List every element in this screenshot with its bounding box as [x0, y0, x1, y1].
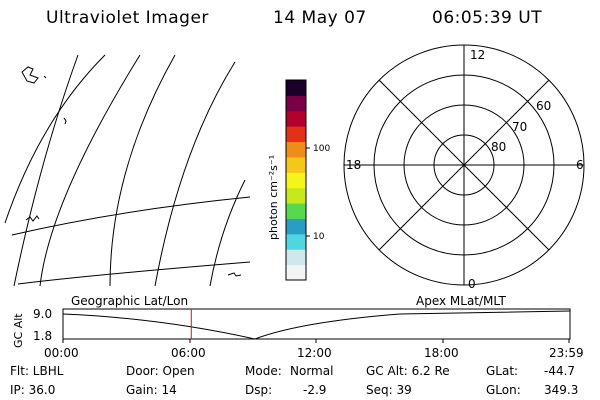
status-glon-label: GLon:: [486, 383, 521, 397]
colorbar-segment: [286, 218, 306, 235]
geographic-map: [4, 54, 251, 287]
colorbar-segment: [286, 110, 306, 127]
status-ip: IP: 36.0: [10, 383, 56, 397]
status-gain: Gain: 14: [126, 383, 177, 397]
date-label: 14 May 07: [273, 8, 367, 28]
timeline-ytick-top: 9.0: [33, 307, 52, 321]
timeline-xtick-1800: 18:00: [424, 346, 459, 360]
colorbar-tick-100: 100: [313, 144, 330, 154]
mlt-label-18: 18: [346, 158, 361, 172]
mlt-label-6: 6: [576, 158, 584, 172]
status-door: Door: Open: [126, 364, 195, 378]
status-mode-value: Normal: [290, 364, 334, 378]
colorbar-segment: [286, 95, 306, 112]
mlt-label-12: 12: [470, 48, 485, 62]
timeline-plot: [62, 308, 571, 343]
mlat-label-60: 60: [536, 99, 551, 113]
colorbar-unit-label: photon cm⁻²s⁻¹: [267, 155, 280, 240]
status-glon-value: 349.3: [544, 383, 579, 397]
status-gc-alt: GC Alt: 6.2 Re: [366, 364, 450, 378]
mlat-label-70: 70: [512, 120, 527, 134]
colorbar-segment: [286, 156, 306, 173]
colorbar-tick-10: 10: [313, 232, 325, 242]
mlat-label-80: 80: [491, 140, 506, 154]
colorbar-segment: [286, 141, 306, 158]
timeline-axis-label: GC Alt: [12, 313, 25, 348]
timeline-xtick-2359: 23:59: [549, 346, 584, 360]
colorbar-segment: [286, 80, 306, 96]
status-glat-label: GLat:: [486, 364, 519, 378]
colorbar-frame: [285, 79, 307, 281]
status-seq: Seq: 39: [366, 383, 412, 397]
mlt-label-0: 0: [468, 277, 476, 291]
colorbar: [285, 79, 307, 281]
timeline-left-title: Geographic Lat/Lon: [71, 294, 188, 308]
time-label: 06:05:39 UT: [432, 8, 543, 28]
colorbar-segment: [286, 126, 306, 143]
colorbar-segment: [286, 249, 306, 266]
status-glat-value: -44.7: [544, 364, 576, 378]
timeline-xtick-0000: 00:00: [44, 346, 79, 360]
status-dsp-label: Dsp:: [245, 383, 273, 397]
colorbar-segment: [286, 264, 306, 281]
colorbar-segment: [286, 172, 306, 189]
status-mode-label: Mode:: [245, 364, 282, 378]
colorbar-segment: [286, 203, 306, 219]
timeline-xtick-1200: 12:00: [297, 346, 332, 360]
colorbar-segment: [286, 187, 306, 204]
status-dsp-value: -2.9: [303, 383, 327, 397]
timeline-xtick-0600: 06:00: [171, 346, 206, 360]
instrument-title: Ultraviolet Imager: [46, 8, 209, 28]
polar-plot: [343, 44, 585, 286]
timeline-right-title: Apex MLat/MLT: [416, 294, 506, 308]
colorbar-segment: [286, 233, 306, 250]
status-filter: Flt: LBHL: [10, 364, 64, 378]
timeline-ytick-bottom: 1.8: [33, 329, 52, 343]
